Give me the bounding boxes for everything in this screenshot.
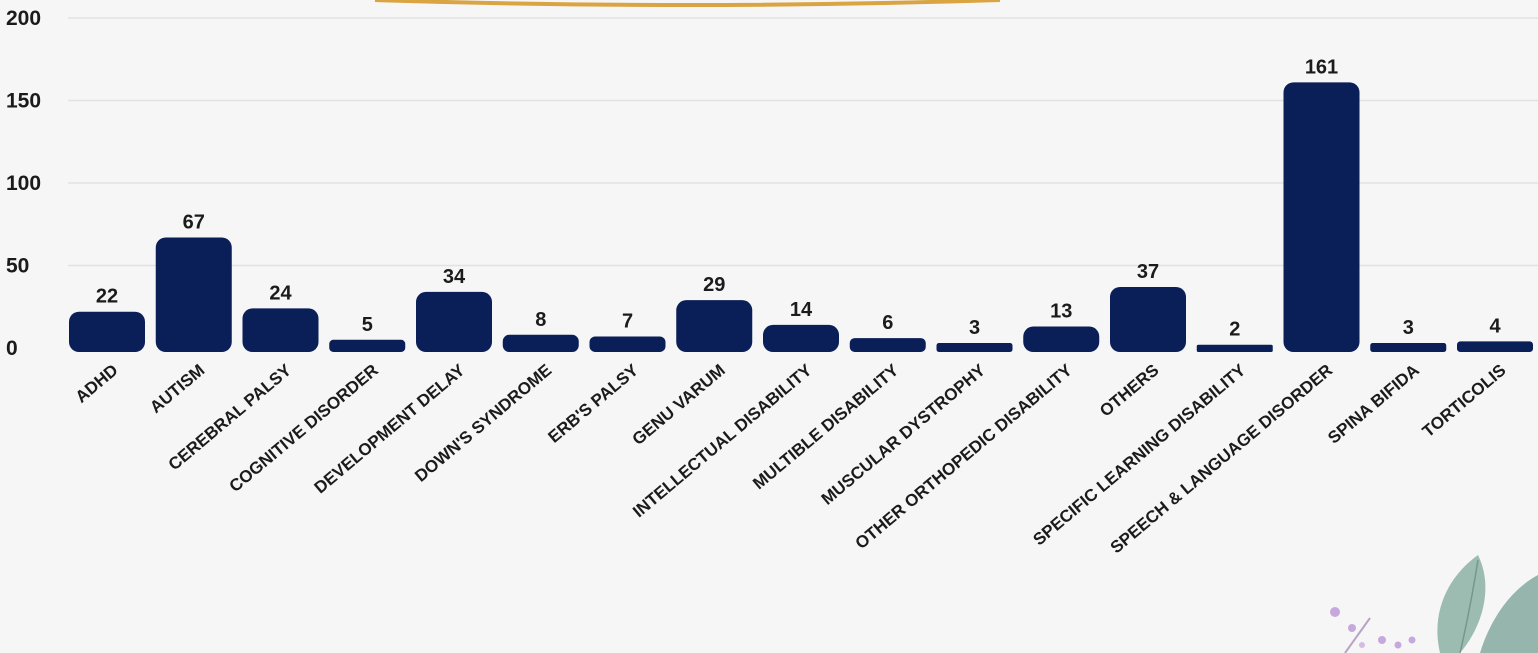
y-tick-label: 150 xyxy=(6,90,41,113)
data-label: 161 xyxy=(1305,56,1338,78)
top-accent-arc xyxy=(374,0,1001,7)
data-label: 8 xyxy=(535,309,546,331)
bar xyxy=(1023,326,1100,352)
data-label: 13 xyxy=(1050,301,1072,323)
bar xyxy=(589,336,666,352)
bar xyxy=(502,334,579,352)
bars xyxy=(69,82,1533,352)
data-label: 34 xyxy=(443,266,466,288)
data-label: 2 xyxy=(1229,319,1240,341)
bar xyxy=(849,338,926,352)
x-tick-label: DEVELOPMENT DELAY xyxy=(311,360,469,497)
bar xyxy=(676,300,753,352)
data-label: 24 xyxy=(269,282,292,304)
data-label: 4 xyxy=(1489,315,1501,337)
bar xyxy=(416,291,492,352)
data-label: 6 xyxy=(882,312,893,334)
x-tick-label: AUTISM xyxy=(146,361,208,417)
bar xyxy=(936,343,1013,352)
x-tick-label: MULTIBLE DISABILITY xyxy=(749,360,903,493)
bar xyxy=(1457,341,1533,352)
data-label: 3 xyxy=(969,317,980,339)
data-label: 3 xyxy=(1403,317,1414,339)
leaf-decoration-icon xyxy=(1330,555,1538,653)
data-label: 14 xyxy=(790,299,813,321)
x-tick-label: INTELLECTUAL DISABILITY xyxy=(629,360,816,521)
y-tick-label: 50 xyxy=(6,255,29,278)
bar xyxy=(329,339,406,352)
x-tick-label: OTHERS xyxy=(1096,361,1162,421)
bar xyxy=(69,311,145,352)
data-label: 67 xyxy=(183,211,205,233)
data-label: 37 xyxy=(1137,261,1159,283)
bar xyxy=(763,324,839,352)
data-label: 22 xyxy=(96,286,118,308)
bar xyxy=(1370,343,1447,352)
data-label: 7 xyxy=(622,310,633,332)
bar xyxy=(1110,286,1186,352)
x-tick-label: SPINA BIFIDA xyxy=(1324,361,1423,448)
y-tick-label: 200 xyxy=(6,7,41,30)
x-tick-label: COGNITIVE DISORDER xyxy=(226,361,382,496)
bar xyxy=(155,237,232,352)
x-tick-label: MUSCULAR DYSTROPHY xyxy=(818,360,990,509)
bar xyxy=(1196,344,1273,352)
y-tick-label: 100 xyxy=(6,172,41,195)
y-tick-label: 0 xyxy=(6,337,18,360)
y-axis: 0 50 100 150 200 xyxy=(6,7,41,360)
data-label: 29 xyxy=(703,274,725,296)
data-label: 5 xyxy=(362,314,373,336)
x-tick-label: ADHD xyxy=(72,361,122,407)
bar xyxy=(1283,82,1360,352)
bar xyxy=(242,308,319,352)
x-tick-label: TORTICOLIS xyxy=(1419,361,1510,442)
